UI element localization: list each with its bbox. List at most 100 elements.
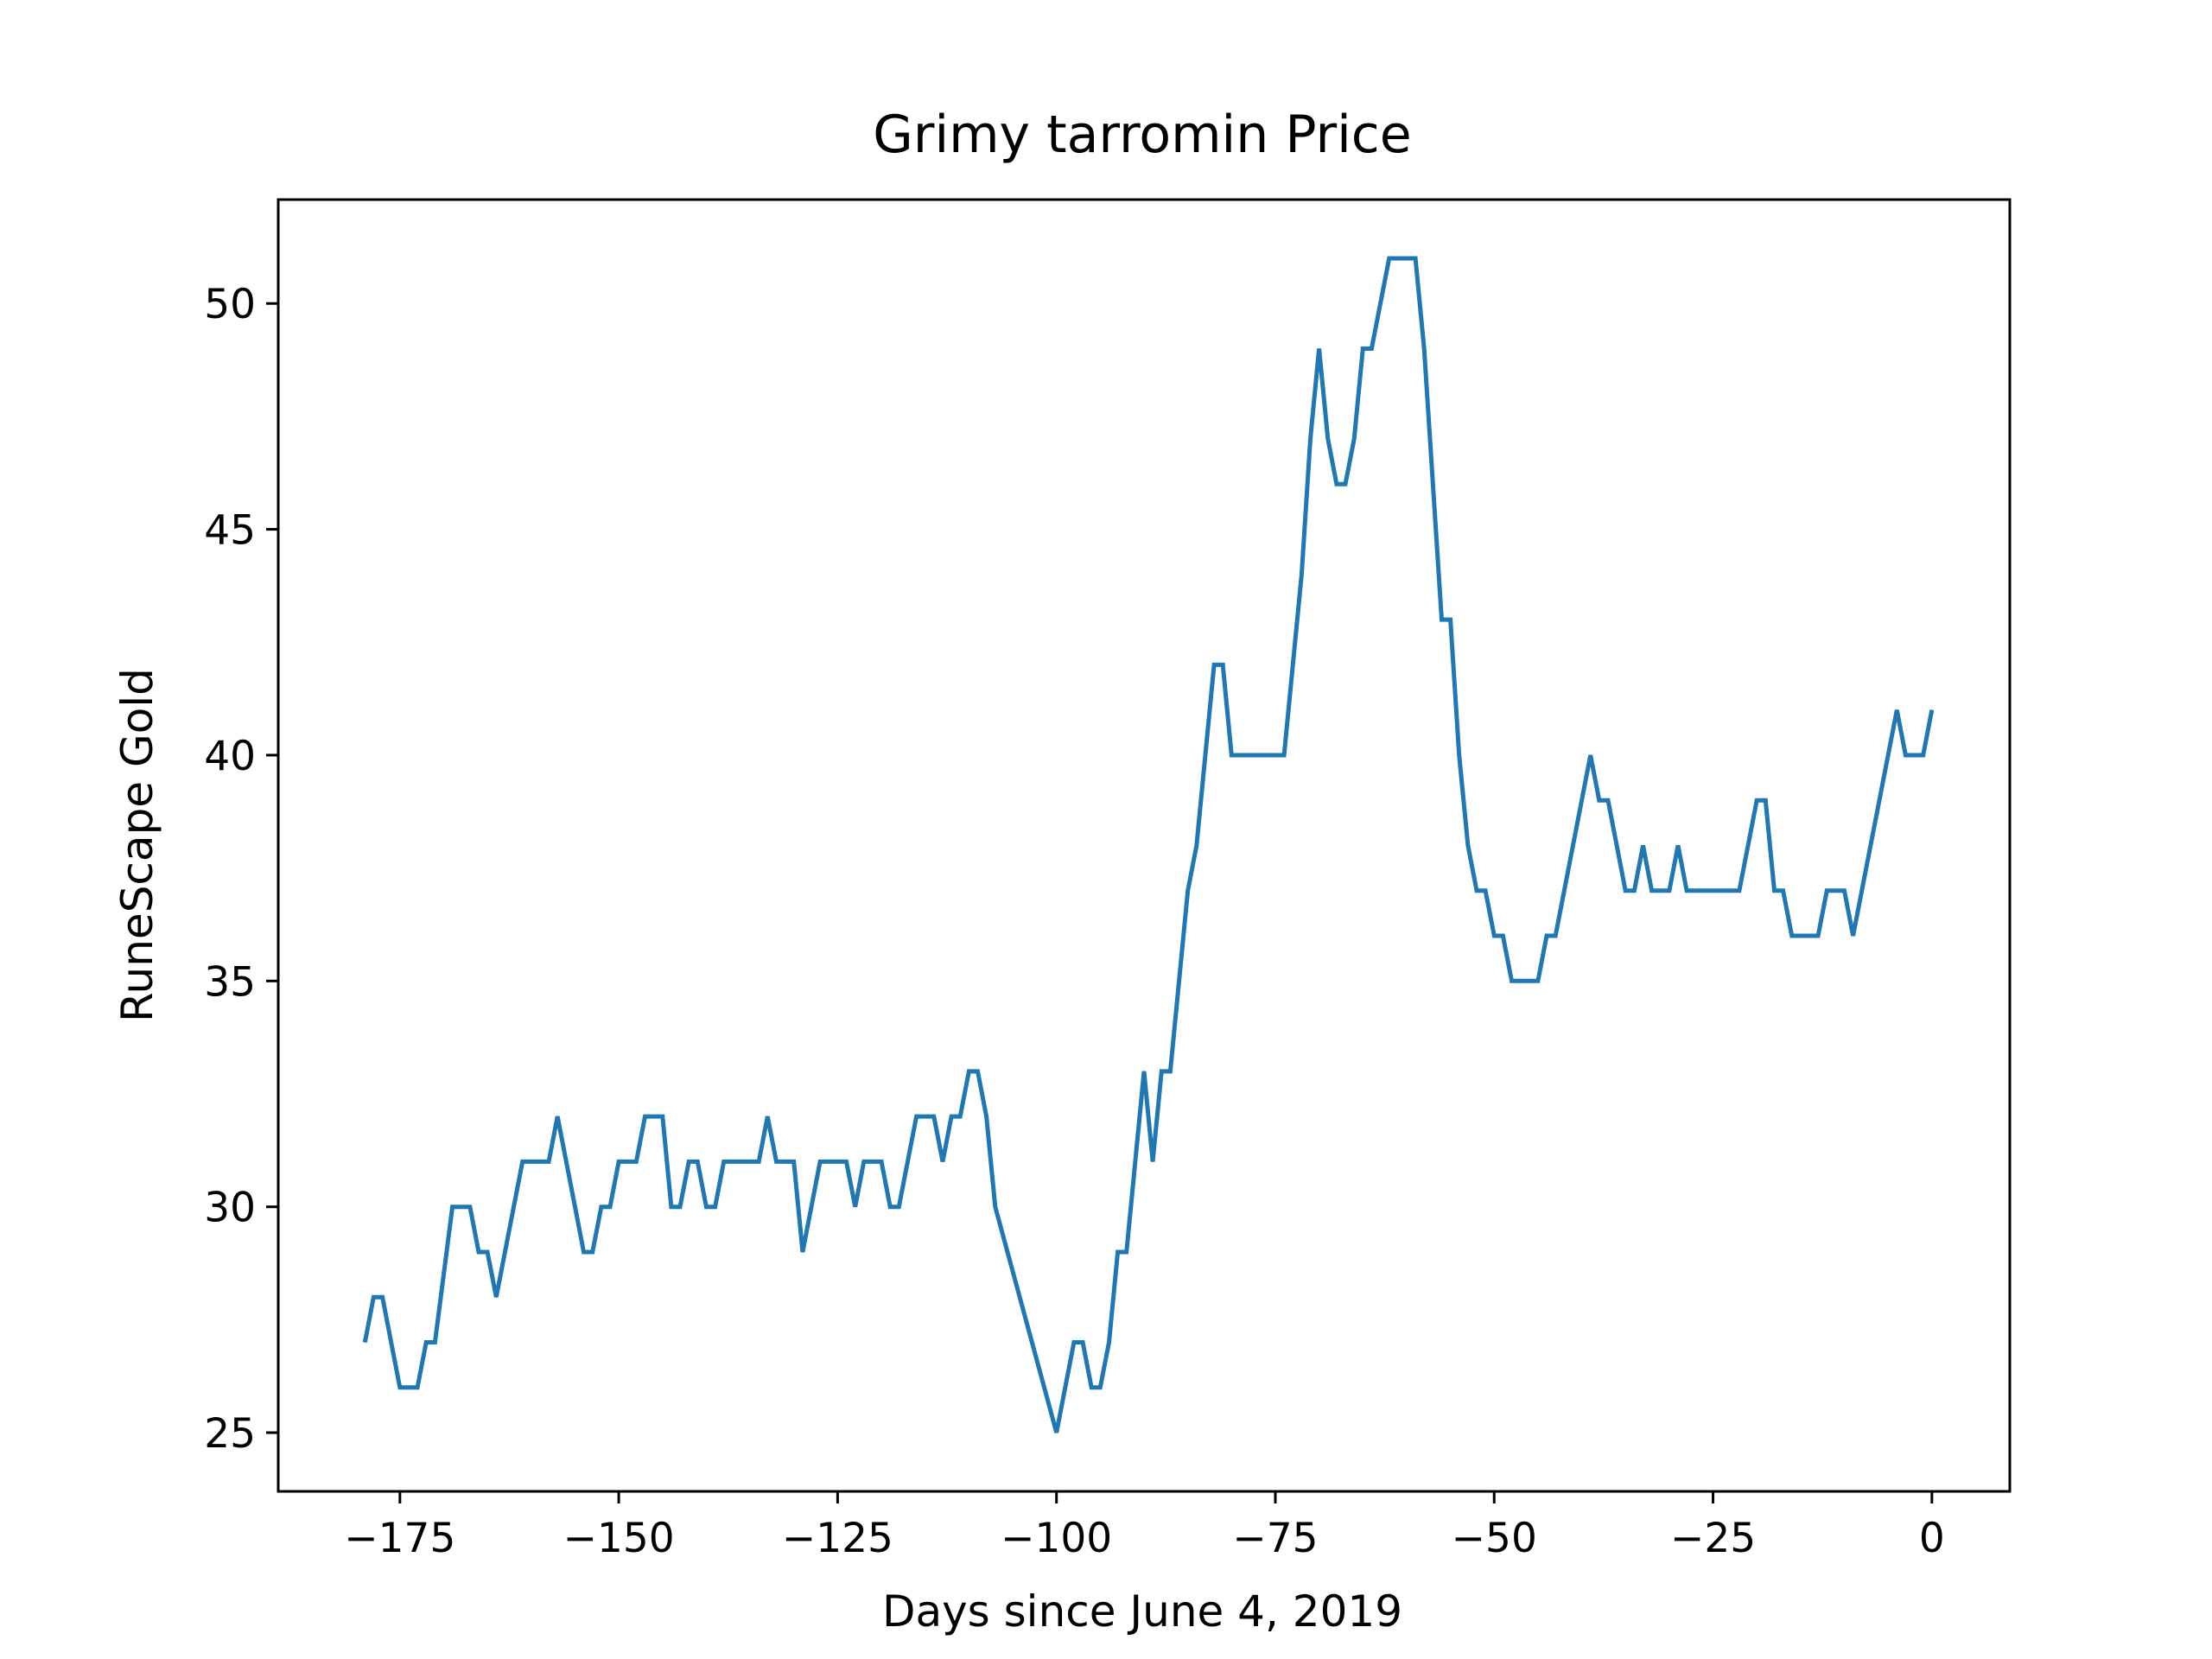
- data-point: [1590, 754, 1592, 756]
- data-point: [1677, 844, 1679, 847]
- x-tick-label: −150: [563, 1515, 675, 1562]
- y-tick-label: 50: [204, 281, 256, 328]
- data-point: [1344, 483, 1346, 485]
- data-point: [1738, 890, 1740, 892]
- data-point: [696, 1160, 698, 1162]
- data-point: [705, 1206, 708, 1208]
- data-point: [1213, 664, 1215, 666]
- data-point: [1056, 1432, 1058, 1433]
- data-point: [845, 1160, 848, 1162]
- data-point: [1510, 980, 1513, 982]
- data-point: [1904, 754, 1906, 756]
- data-point: [1336, 483, 1338, 485]
- data-point: [382, 1296, 384, 1298]
- data-point: [618, 1160, 620, 1162]
- data-point: [1300, 574, 1302, 575]
- data-point: [880, 1160, 882, 1162]
- data-point: [1484, 890, 1486, 892]
- data-point: [986, 1116, 988, 1117]
- data-point: [1230, 754, 1232, 756]
- data-point: [1764, 799, 1766, 801]
- data-point: [1493, 935, 1495, 937]
- y-axis-label: RuneScape Gold: [112, 668, 162, 1022]
- data-point: [942, 1160, 944, 1162]
- x-axis-label: Days since June 4, 2019: [882, 1586, 1402, 1637]
- data-point: [1537, 980, 1539, 982]
- data-point: [1099, 1387, 1101, 1389]
- data-point: [653, 1116, 655, 1117]
- data-point: [1931, 709, 1933, 711]
- data-point: [1686, 890, 1688, 892]
- data-point: [452, 1206, 454, 1208]
- data-point: [775, 1160, 778, 1162]
- data-point: [1353, 438, 1355, 440]
- data-point: [766, 1116, 768, 1117]
- data-point: [1624, 890, 1626, 892]
- x-tick-label: −50: [1452, 1515, 1537, 1562]
- data-point: [592, 1251, 594, 1253]
- data-point: [548, 1160, 550, 1162]
- y-tick-label: 35: [204, 958, 256, 1006]
- data-point: [1283, 754, 1285, 756]
- data-point: [863, 1160, 865, 1162]
- data-point: [950, 1116, 952, 1117]
- plot-area: [276, 198, 2012, 1493]
- data-point: [1773, 890, 1776, 892]
- data-point: [486, 1251, 488, 1253]
- data-point: [556, 1116, 558, 1117]
- data-point: [758, 1160, 760, 1162]
- data-point: [425, 1341, 427, 1344]
- data-point: [1607, 799, 1609, 801]
- x-tick-label: −75: [1232, 1515, 1318, 1562]
- data-point: [416, 1387, 418, 1389]
- data-point: [1187, 890, 1189, 892]
- x-axis: −175 −150 −125 −100 −75 −50 −25 0: [344, 1491, 1945, 1562]
- x-tick-label: 0: [1919, 1515, 1945, 1562]
- plot-background: [278, 200, 2010, 1491]
- data-point: [802, 1251, 804, 1253]
- data-point: [495, 1296, 497, 1298]
- data-point: [793, 1160, 795, 1162]
- x-tick-label: −100: [1001, 1515, 1112, 1562]
- data-point: [1082, 1341, 1084, 1344]
- data-point: [723, 1160, 725, 1162]
- data-point: [819, 1160, 821, 1162]
- data-point: [1633, 890, 1635, 892]
- data-point: [1117, 1251, 1119, 1253]
- data-point: [1476, 890, 1478, 892]
- data-point: [1327, 438, 1329, 440]
- data-point: [1554, 935, 1556, 937]
- y-tick-label: 30: [204, 1185, 256, 1232]
- data-point: [478, 1251, 480, 1253]
- data-point: [662, 1116, 664, 1117]
- data-point: [399, 1387, 401, 1389]
- data-point: [872, 1160, 874, 1162]
- data-point: [408, 1387, 410, 1389]
- data-point: [1414, 257, 1416, 259]
- data-point: [469, 1206, 471, 1208]
- data-point: [372, 1296, 374, 1298]
- data-point: [539, 1160, 541, 1162]
- data-point: [1152, 1160, 1154, 1162]
- data-point: [609, 1206, 611, 1208]
- data-point: [1467, 844, 1469, 847]
- data-point: [889, 1206, 891, 1208]
- data-point: [916, 1116, 918, 1117]
- y-axis: 25 30 35 40 45 50: [204, 281, 278, 1458]
- data-point: [1309, 438, 1312, 440]
- series-layer: [362, 256, 1935, 1433]
- data-point: [635, 1160, 638, 1162]
- data-point: [1196, 844, 1198, 847]
- data-point: [1651, 890, 1653, 892]
- data-point: [1090, 1387, 1092, 1389]
- y-tick-label: 45: [204, 507, 256, 555]
- data-point: [1817, 935, 1819, 937]
- x-tick-label: −175: [344, 1515, 455, 1562]
- data-point: [1843, 890, 1846, 892]
- data-point: [1126, 1251, 1128, 1253]
- chart-title: Grimy tarromin Price: [873, 105, 1411, 165]
- plot-frame: [276, 198, 2012, 1493]
- data-point: [1756, 799, 1758, 801]
- data-point: [583, 1251, 585, 1253]
